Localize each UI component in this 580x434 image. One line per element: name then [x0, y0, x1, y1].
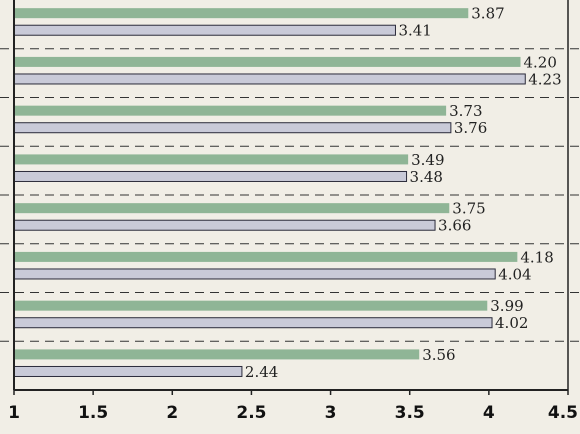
bar-series2-2 — [13, 73, 526, 85]
bar-series1-7 — [14, 300, 488, 311]
bar-series1-6 — [14, 251, 518, 262]
bar-series2-4 — [13, 170, 408, 182]
data-label-series1-2: 4.20 — [524, 53, 557, 71]
data-label-series1-4: 3.49 — [411, 151, 444, 169]
x-tick-labels: 1 1.5 2 2.5 3 3.5 4 4.5 — [8, 403, 578, 423]
x-tick-label-1: 1 — [8, 403, 20, 423]
x-tick-label-8: 4.5 — [548, 403, 578, 423]
bar-series2-7 — [13, 317, 493, 329]
data-label-series2-4: 3.48 — [410, 168, 443, 186]
bar-series2-6 — [13, 268, 496, 280]
bar-series1-8 — [14, 349, 420, 360]
x-tick-label-5: 3 — [325, 403, 337, 423]
bar-series2-1 — [13, 24, 396, 36]
bar-series1-4 — [14, 154, 409, 165]
bar-series2-3 — [13, 122, 452, 134]
bars — [13, 8, 526, 377]
x-tick-label-2: 1.5 — [78, 403, 108, 423]
bar-series1-2 — [14, 56, 521, 67]
x-tick-label-6: 3.5 — [395, 403, 425, 423]
data-label-series2-6: 4.04 — [498, 265, 531, 283]
axes — [13, 0, 569, 395]
data-label-series2-2: 4.23 — [528, 70, 561, 88]
grid-lines — [0, 48, 580, 342]
data-label-series1-8: 3.56 — [422, 346, 455, 364]
data-label-series2-5: 3.66 — [438, 217, 471, 235]
data-label-series2-8: 2.44 — [245, 363, 278, 381]
data-label-series1-3: 3.73 — [449, 102, 482, 120]
bar-series1-5 — [14, 203, 450, 214]
data-label-series2-7: 4.02 — [495, 314, 528, 332]
x-tick-label-7: 4 — [483, 403, 495, 423]
x-tick-label-4: 2.5 — [236, 403, 266, 423]
bar-series2-5 — [13, 219, 436, 231]
data-labels: 3.87 4.20 3.73 3.49 3.75 4.18 3.99 3.56 3.41 4.23… — [245, 5, 562, 381]
data-label-series1-1: 3.87 — [471, 5, 504, 23]
data-label-series1-5: 3.75 — [452, 200, 485, 218]
data-label-series1-7: 3.99 — [490, 297, 523, 315]
data-label-series1-6: 4.18 — [520, 248, 553, 266]
bar-series1-1 — [14, 8, 469, 19]
x-tick-label-3: 2 — [166, 403, 178, 423]
bar-series2-8 — [13, 365, 243, 377]
bar-series1-3 — [14, 105, 447, 116]
data-label-series2-3: 3.76 — [454, 119, 487, 137]
data-label-series2-1: 3.41 — [398, 22, 431, 40]
